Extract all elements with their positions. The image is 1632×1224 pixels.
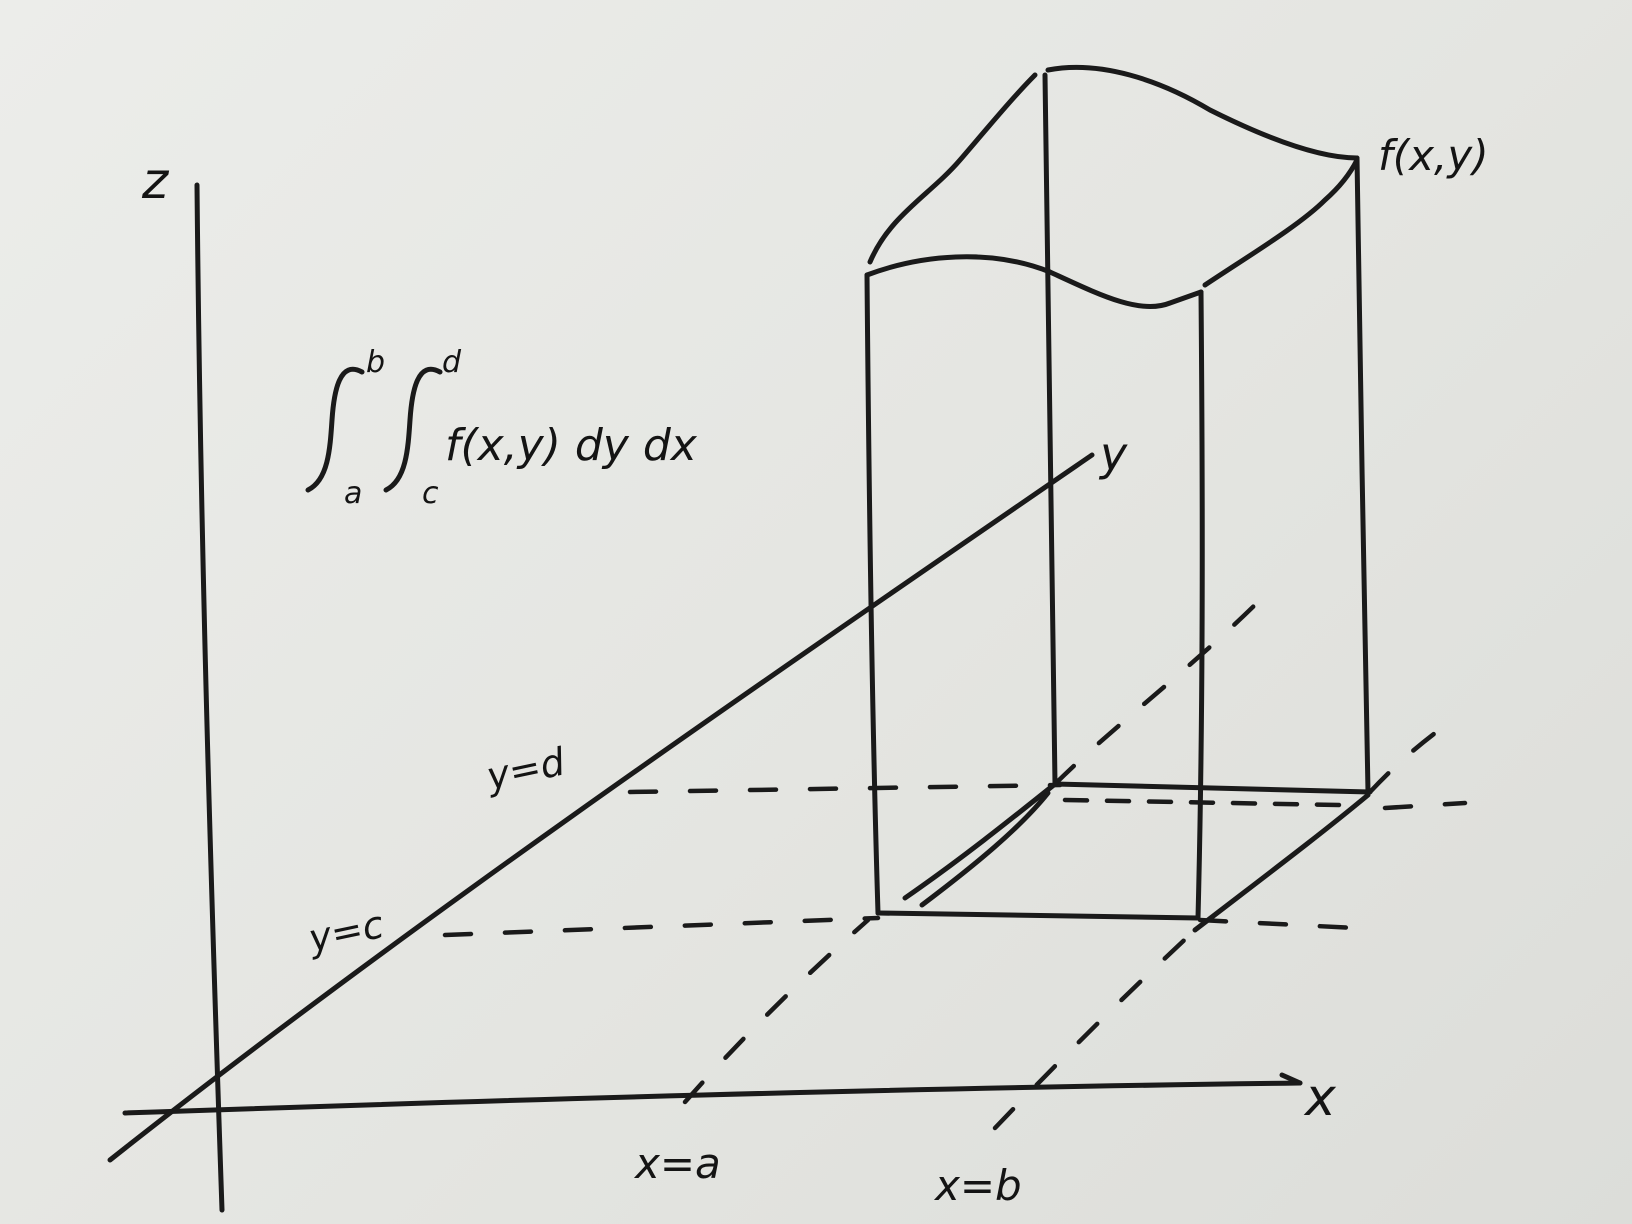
region-left-diagonal-2	[919, 790, 1051, 908]
integrand: f(x,y) dy dx	[445, 420, 698, 471]
integral-lower-c: c	[422, 476, 439, 511]
x-axis-arrow-mark	[1279, 1072, 1303, 1086]
bound-y-d: y=d	[482, 739, 570, 799]
x-a-projection	[682, 917, 871, 1105]
prism-back-left-edge	[1042, 72, 1058, 787]
y-d-projection	[627, 782, 1063, 795]
prism-edges	[864, 72, 1371, 921]
prism-back-right-edge	[1354, 155, 1371, 795]
integral-lower-a: a	[344, 476, 362, 511]
x-b-back-projection	[1367, 719, 1453, 795]
y-d-projection-far	[1382, 800, 1468, 811]
z-axis-label: z	[141, 152, 170, 210]
region-right-diagonal	[1192, 792, 1371, 933]
x-a-back-projection	[1052, 592, 1268, 787]
outer-integral-sign	[305, 367, 365, 493]
surface-label: f(x,y)	[1378, 131, 1489, 180]
integral-upper-d: d	[442, 345, 462, 380]
region-back-edge	[1052, 781, 1373, 795]
y-c-projection	[442, 915, 881, 938]
z-axis	[194, 182, 225, 1213]
surface-front-curve	[864, 254, 1204, 309]
prism-front-left-edge	[864, 272, 881, 916]
bound-x-b: x=b	[933, 1161, 1022, 1210]
region-rectangle	[875, 781, 1373, 933]
projection-lines	[442, 592, 1468, 1131]
integral-expression: b a d c f(x,y) dy dx	[305, 345, 698, 511]
bound-y-c: y=c	[304, 902, 388, 961]
integral-upper-b: b	[366, 345, 385, 380]
region-front-edge	[875, 910, 1201, 921]
surface-left-curve	[867, 72, 1038, 265]
inner-integral-sign	[383, 367, 443, 493]
bound-x-a: x=a	[633, 1139, 721, 1188]
region-left-diagonal	[902, 781, 1058, 901]
y-axis-label: y	[1098, 427, 1128, 481]
axes	[107, 182, 1303, 1213]
prism-front-right-edge	[1195, 289, 1205, 921]
top-surface	[864, 64, 1360, 309]
x-b-projection	[992, 927, 1198, 1131]
x-axis-label: x	[1303, 1068, 1337, 1128]
surface-right-curve	[1202, 157, 1360, 288]
surface-back-curve	[1045, 64, 1360, 161]
y-axis	[107, 452, 1095, 1163]
x-axis	[122, 1080, 1303, 1116]
y-c-projection-right	[1197, 917, 1358, 931]
